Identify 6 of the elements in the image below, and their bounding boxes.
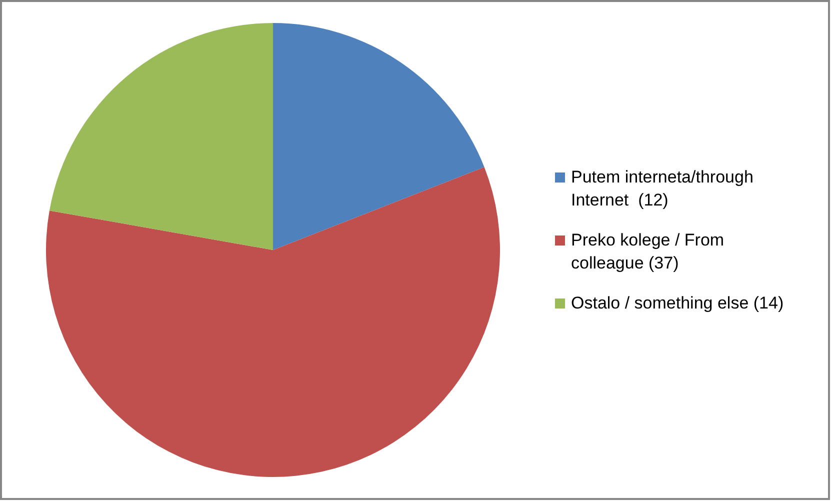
legend-label: Preko kolege / From colleague (37) bbox=[571, 230, 724, 272]
pie-slice bbox=[49, 23, 273, 250]
pie-slice bbox=[273, 23, 484, 250]
pie-slice bbox=[46, 167, 500, 477]
legend-label: Ostalo / something else (14) bbox=[571, 294, 784, 312]
legend-label: Putem interneta/through Internet (12) bbox=[571, 168, 754, 210]
